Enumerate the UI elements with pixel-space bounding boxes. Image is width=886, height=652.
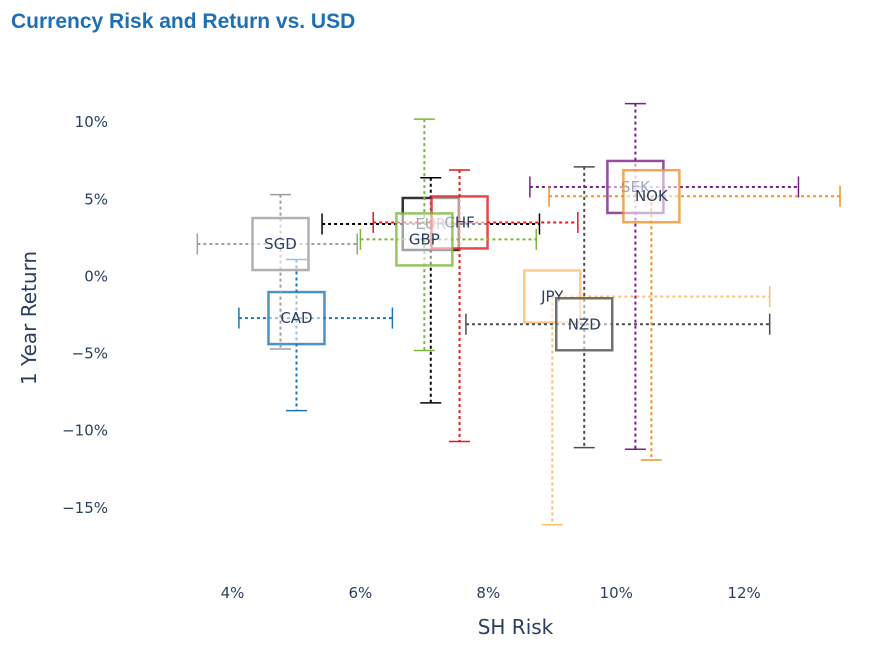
chart-title: Currency Risk and Return vs. USD [11,10,356,33]
x-tick-label: 10% [600,584,633,602]
point-marker-nzd [554,297,614,352]
series-sgd: SGD [196,193,358,350]
x-axis-label: SH Risk [478,615,554,639]
point-marker-nok [622,168,681,224]
y-tick-label: 5% [84,190,108,208]
y-tick-label: −15% [62,499,108,517]
point-label-cad: CAD [280,309,312,327]
point-label-gbp: GBP [409,230,440,248]
series-gbp: GBP [359,118,538,352]
x-tick-label: 12% [727,584,760,602]
y-tick-label: −5% [72,345,108,363]
x-tick-label: 4% [221,584,245,602]
y-tick-label: 10% [75,113,108,131]
series-nok: NOK [548,168,841,461]
point-label-nok: NOK [635,187,669,205]
series-cad: CAD [238,258,394,412]
y-axis-label: 1 Year Return [17,251,41,385]
series-nzd: NZD [465,166,771,449]
point-label-sgd: SGD [264,235,297,253]
point-marker-sgd [251,216,310,272]
y-tick-label: 0% [84,267,108,285]
point-marker-gbp [395,212,454,267]
x-tick-label: 8% [476,584,500,602]
y-tick-label: −10% [62,422,108,440]
point-label-nzd: NZD [568,315,601,333]
point-marker-cad [267,290,326,346]
x-tick-label: 6% [349,584,373,602]
